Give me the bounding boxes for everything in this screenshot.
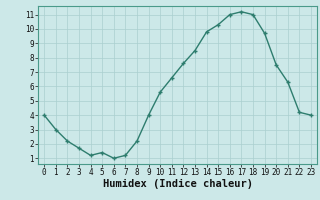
X-axis label: Humidex (Indice chaleur): Humidex (Indice chaleur) xyxy=(103,179,252,189)
